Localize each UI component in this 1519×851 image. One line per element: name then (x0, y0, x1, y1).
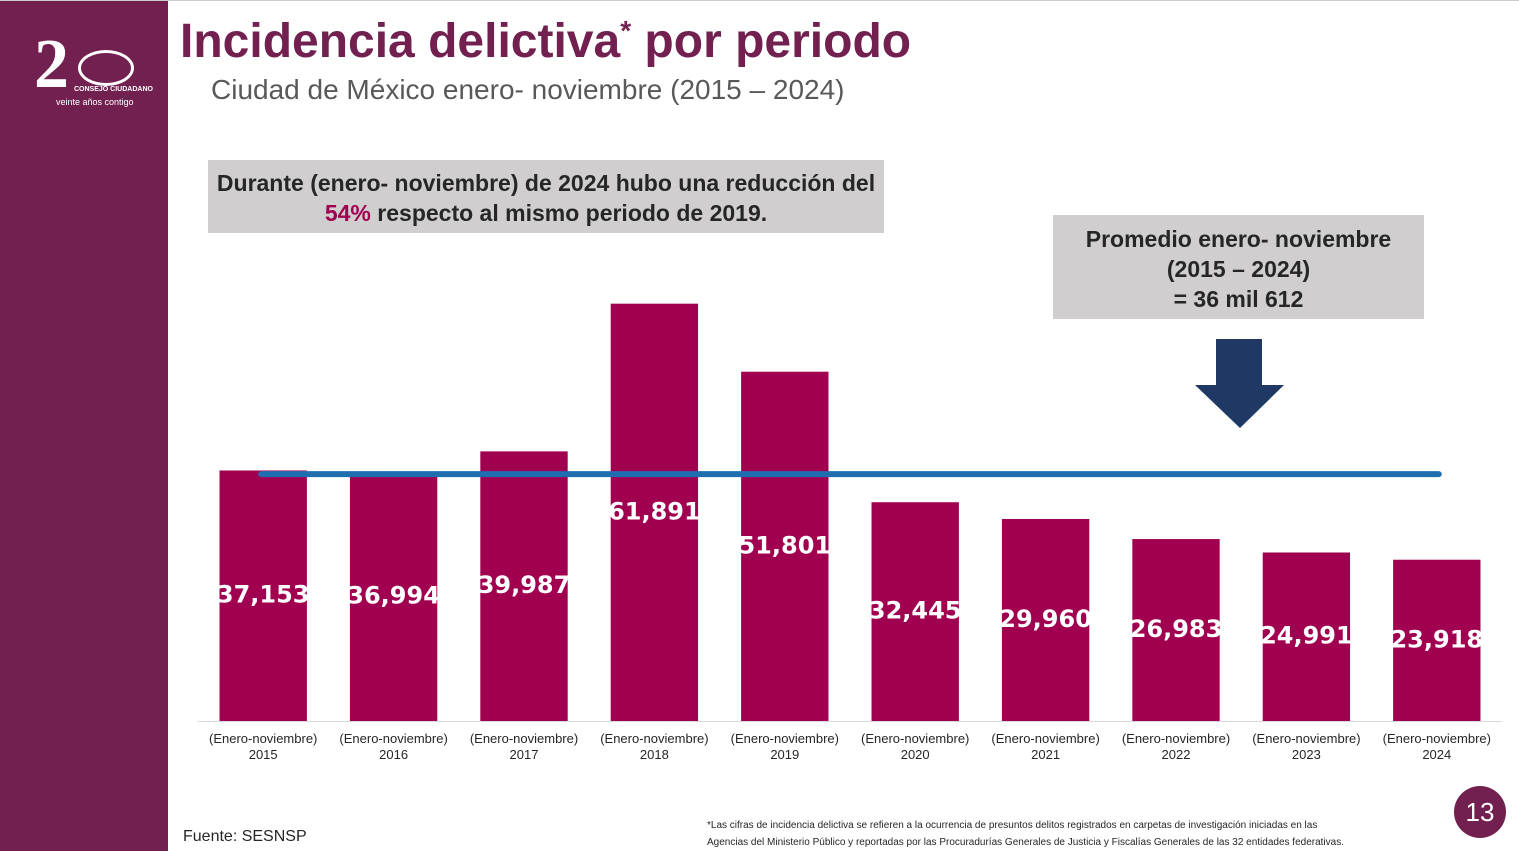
value-label: 29,960 (999, 605, 1092, 633)
value-label: 37,153 (217, 581, 310, 609)
x-tick-label: (Enero-noviembre) 2018 (600, 731, 709, 762)
callout-text: respecto al mismo periodo de 2019. (370, 200, 768, 226)
bar (741, 371, 829, 721)
value-label: 26,983 (1130, 615, 1223, 643)
average-text: = 36 mil 612 (1173, 286, 1304, 312)
footnote: *Las cifras de incidencia delictiva se r… (707, 817, 1344, 851)
footnote-line: Agencias del Ministerio Público y report… (707, 837, 1344, 848)
sidebar: 2 CONSEJO CIUDADANO veinte años contigo (0, 0, 168, 851)
bar (349, 471, 438, 721)
x-tick-label: (Enero-noviembre) 2020 (861, 731, 970, 762)
title: Incidencia delictiva* por periodo (180, 14, 911, 69)
value-label: 36,994 (347, 581, 440, 609)
average-box: Promedio enero- noviembre (2015 – 2024) … (1053, 215, 1424, 319)
footnote-line: *Las cifras de incidencia delictiva se r… (707, 820, 1318, 831)
value-label: 61,891 (608, 497, 701, 525)
bar (1132, 539, 1220, 721)
average-text: (2015 – 2024) (1166, 256, 1311, 282)
bar (219, 470, 307, 721)
bar (1393, 559, 1481, 721)
callout-highlight: 54% (324, 200, 371, 226)
bar (871, 502, 959, 721)
logo-mark: 2 (34, 26, 69, 103)
bar (1001, 518, 1090, 721)
callout-text: Durante (enero- noviembre) de 2024 hubo … (216, 170, 876, 196)
logo-ring (78, 50, 134, 86)
x-tick-label: (Enero-noviembre) 2021 (991, 731, 1100, 762)
x-tick-label: (Enero-noviembre) 2024 (1382, 731, 1491, 762)
value-label: 23,918 (1390, 625, 1483, 653)
x-tick-label: (Enero-noviembre) 2022 (1121, 731, 1231, 762)
bar (480, 451, 568, 721)
title-text: por periodo (631, 15, 912, 68)
x-tick-label: (Enero-noviembre) 2017 (469, 731, 579, 762)
x-tick-label: (Enero-noviembre) 2023 (1252, 731, 1361, 762)
subtitle: Ciudad de México enero- noviembre (2015 … (211, 74, 845, 105)
x-tick-label: (Enero-noviembre) 2016 (339, 731, 448, 762)
value-label: 51,801 (738, 531, 831, 559)
callout: Durante (enero- noviembre) de 2024 hubo … (208, 160, 884, 233)
title-mark: * (620, 15, 632, 46)
logo-text: CONSEJO CIUDADANO (74, 86, 153, 93)
x-tick-label: (Enero-noviembre) 2015 (209, 731, 318, 762)
x-tick-label: (Enero-noviembre) 2019 (730, 731, 839, 762)
bar (610, 303, 699, 721)
value-label: 39,987 (478, 571, 571, 599)
value-label: 32,445 (869, 597, 962, 625)
value-label: 24,991 (1260, 622, 1353, 650)
logo-text: veinte años contigo (56, 97, 134, 107)
arrow (1195, 339, 1284, 428)
top-border (0, 0, 1519, 1)
title-text: Incidencia delictiva (180, 15, 621, 68)
source: Fuente: SESNSP (183, 828, 307, 845)
average-text: Promedio enero- noviembre (1085, 226, 1392, 252)
bar (1262, 552, 1351, 721)
page-number: 13 (1454, 786, 1506, 838)
